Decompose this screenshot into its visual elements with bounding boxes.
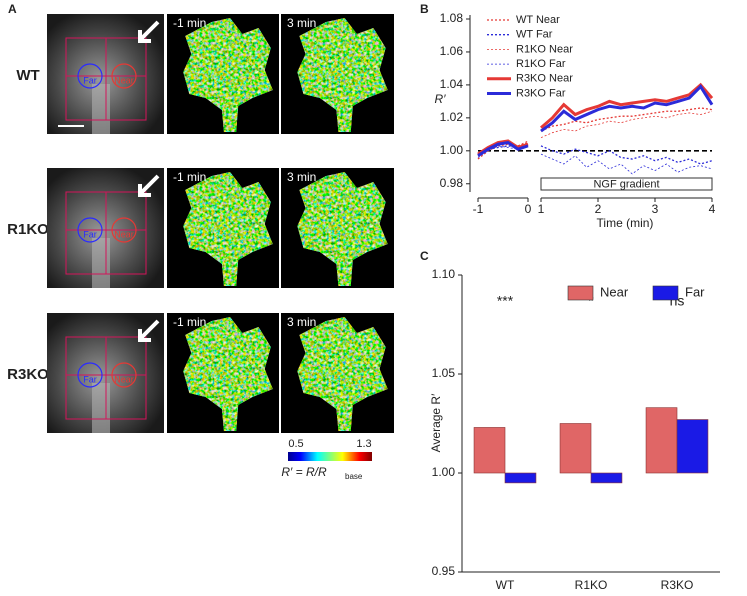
y-tick-label: 0.98 (440, 176, 464, 190)
y-tick-label: 1.00 (432, 465, 456, 479)
roi-label: Near (114, 75, 134, 85)
ratio-cell (297, 317, 388, 431)
time-label: 3 min (287, 315, 316, 329)
roi-label: Far (83, 75, 97, 85)
colorbar (288, 452, 372, 461)
y-tick-label: 1.04 (440, 77, 464, 91)
x-tick-label: 2 (595, 202, 602, 216)
x-tick-label: WT (496, 578, 515, 592)
panel-label: A (8, 2, 17, 16)
time-label: -1 min (173, 16, 206, 30)
y-tick-label: 0.95 (432, 564, 456, 578)
significance: * (588, 293, 594, 309)
neurite (92, 84, 110, 134)
legend-label: Far (685, 284, 705, 299)
panel-label: B (420, 2, 429, 16)
arrow (138, 20, 160, 43)
x-tick-label: R1KO (575, 578, 608, 592)
legend-swatch (567, 285, 594, 301)
colorbar-min: 0.5 (288, 438, 303, 450)
roi-far (77, 63, 103, 89)
y-tick-label: 1.10 (432, 267, 456, 281)
bar (676, 419, 709, 474)
bar (504, 472, 537, 484)
roi-far (77, 217, 103, 243)
neurite (92, 238, 110, 288)
row-label: R1KO (7, 221, 49, 238)
x-tick-label: 0 (525, 202, 532, 216)
roi-near (111, 63, 137, 89)
y-tick-label: 1.06 (440, 44, 464, 58)
roi-near (111, 362, 137, 388)
arrow (138, 174, 160, 197)
ratio-cell (183, 317, 273, 431)
legend-label: WT Near (516, 14, 560, 26)
panel-a: WT Far Near -1 min 3 min R1KO Far Near -1 min 3 m… (7, 14, 394, 481)
time-label: 3 min (287, 170, 316, 184)
annotation-box (540, 177, 713, 191)
time-label: -1 min (173, 170, 206, 184)
y-axis-label: R′ (435, 92, 447, 106)
colorbar-label: R′ = R/R (281, 465, 327, 479)
x-axis-label: Time (min) (597, 216, 654, 230)
x-tick-label: R3KO (661, 578, 694, 592)
y-tick-label: 1.02 (440, 110, 464, 124)
y-tick-label: 1.08 (440, 11, 464, 25)
legend-label: R1KO Near (516, 43, 573, 55)
series-line (477, 141, 529, 160)
bar (590, 472, 623, 484)
annotation: NGF gradient (593, 178, 659, 190)
x-tick-label: 1 (538, 202, 545, 216)
series-line (540, 107, 713, 132)
legend-label: R1KO Far (516, 58, 566, 70)
roi-label: Near (114, 229, 134, 239)
series-line (540, 145, 713, 165)
time-label: 3 min (287, 16, 316, 30)
roi-label: Near (114, 374, 134, 384)
colorbar-label-sub: base (345, 472, 363, 481)
series-line (540, 82, 714, 129)
row-label: R3KO (7, 366, 49, 383)
bar (559, 423, 592, 474)
x-tick-label: -1 (473, 202, 484, 216)
y-tick-label: 1.00 (440, 143, 464, 157)
series-line (540, 110, 713, 138)
roi-label: Far (83, 229, 97, 239)
legend-label: R3KO Near (516, 73, 573, 85)
legend-swatch (652, 285, 679, 301)
ratio-cell (183, 172, 273, 286)
y-tick-label: 1.05 (432, 366, 456, 380)
series-line (477, 140, 529, 158)
row-label: WT (16, 67, 39, 84)
significance: *** (497, 293, 514, 309)
legend-label: R3KO Far (516, 87, 566, 99)
ratio-cell (297, 172, 388, 286)
x-tick-label: 3 (652, 202, 659, 216)
legend-label: Near (600, 284, 629, 299)
panel-b: B 0.98 1.00 1.02 1.04 1.06 1.08 -1 0 1 2 3 4 Time (mi… (420, 2, 716, 230)
arrow (138, 319, 160, 342)
x-tick-label: 4 (709, 202, 716, 216)
series-line (540, 84, 714, 133)
bar (645, 407, 678, 474)
neurite (92, 383, 110, 433)
legend-label: WT Far (516, 29, 553, 41)
time-label: -1 min (173, 315, 206, 329)
roi-far (77, 362, 103, 388)
colorbar-max: 1.3 (356, 438, 371, 450)
y-axis-label: Average R′ (429, 393, 443, 452)
roi-near (111, 217, 137, 243)
series-line (540, 153, 713, 175)
bar (473, 427, 506, 474)
panel-label: C (420, 249, 429, 263)
panel-c: C 0.95 1.00 1.05 1.10 Average R′ WT *** R1KO * R3K… (420, 249, 720, 592)
ratio-cell (183, 18, 273, 132)
ratio-cell (297, 18, 388, 132)
roi-label: Far (83, 374, 97, 384)
